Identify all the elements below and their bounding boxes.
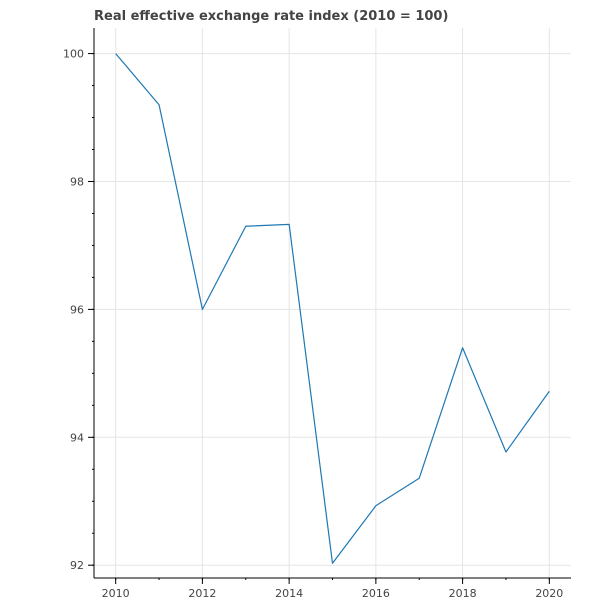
x-tick-label: 2020 [535, 587, 563, 600]
x-tick-label: 2016 [362, 587, 390, 600]
y-tick-label: 94 [70, 431, 84, 444]
x-tick-label: 2014 [275, 587, 303, 600]
y-tick-label: 92 [70, 559, 84, 572]
y-tick-label: 96 [70, 303, 84, 316]
x-tick-label: 2010 [102, 587, 130, 600]
y-tick-label: 100 [63, 48, 84, 61]
x-tick-label: 2012 [188, 587, 216, 600]
series-line [115, 53, 550, 564]
chart-title: Real effective exchange rate index (2010… [94, 9, 448, 24]
series-layer [115, 53, 550, 564]
y-tick-label: 98 [70, 175, 84, 188]
grid-layer [94, 28, 571, 578]
label-layer: 2010 2012 2014 2016 2018 2020 92 94 96 98 100 [63, 48, 563, 600]
x-tick-label: 2018 [449, 587, 477, 600]
axes-layer [88, 28, 571, 584]
